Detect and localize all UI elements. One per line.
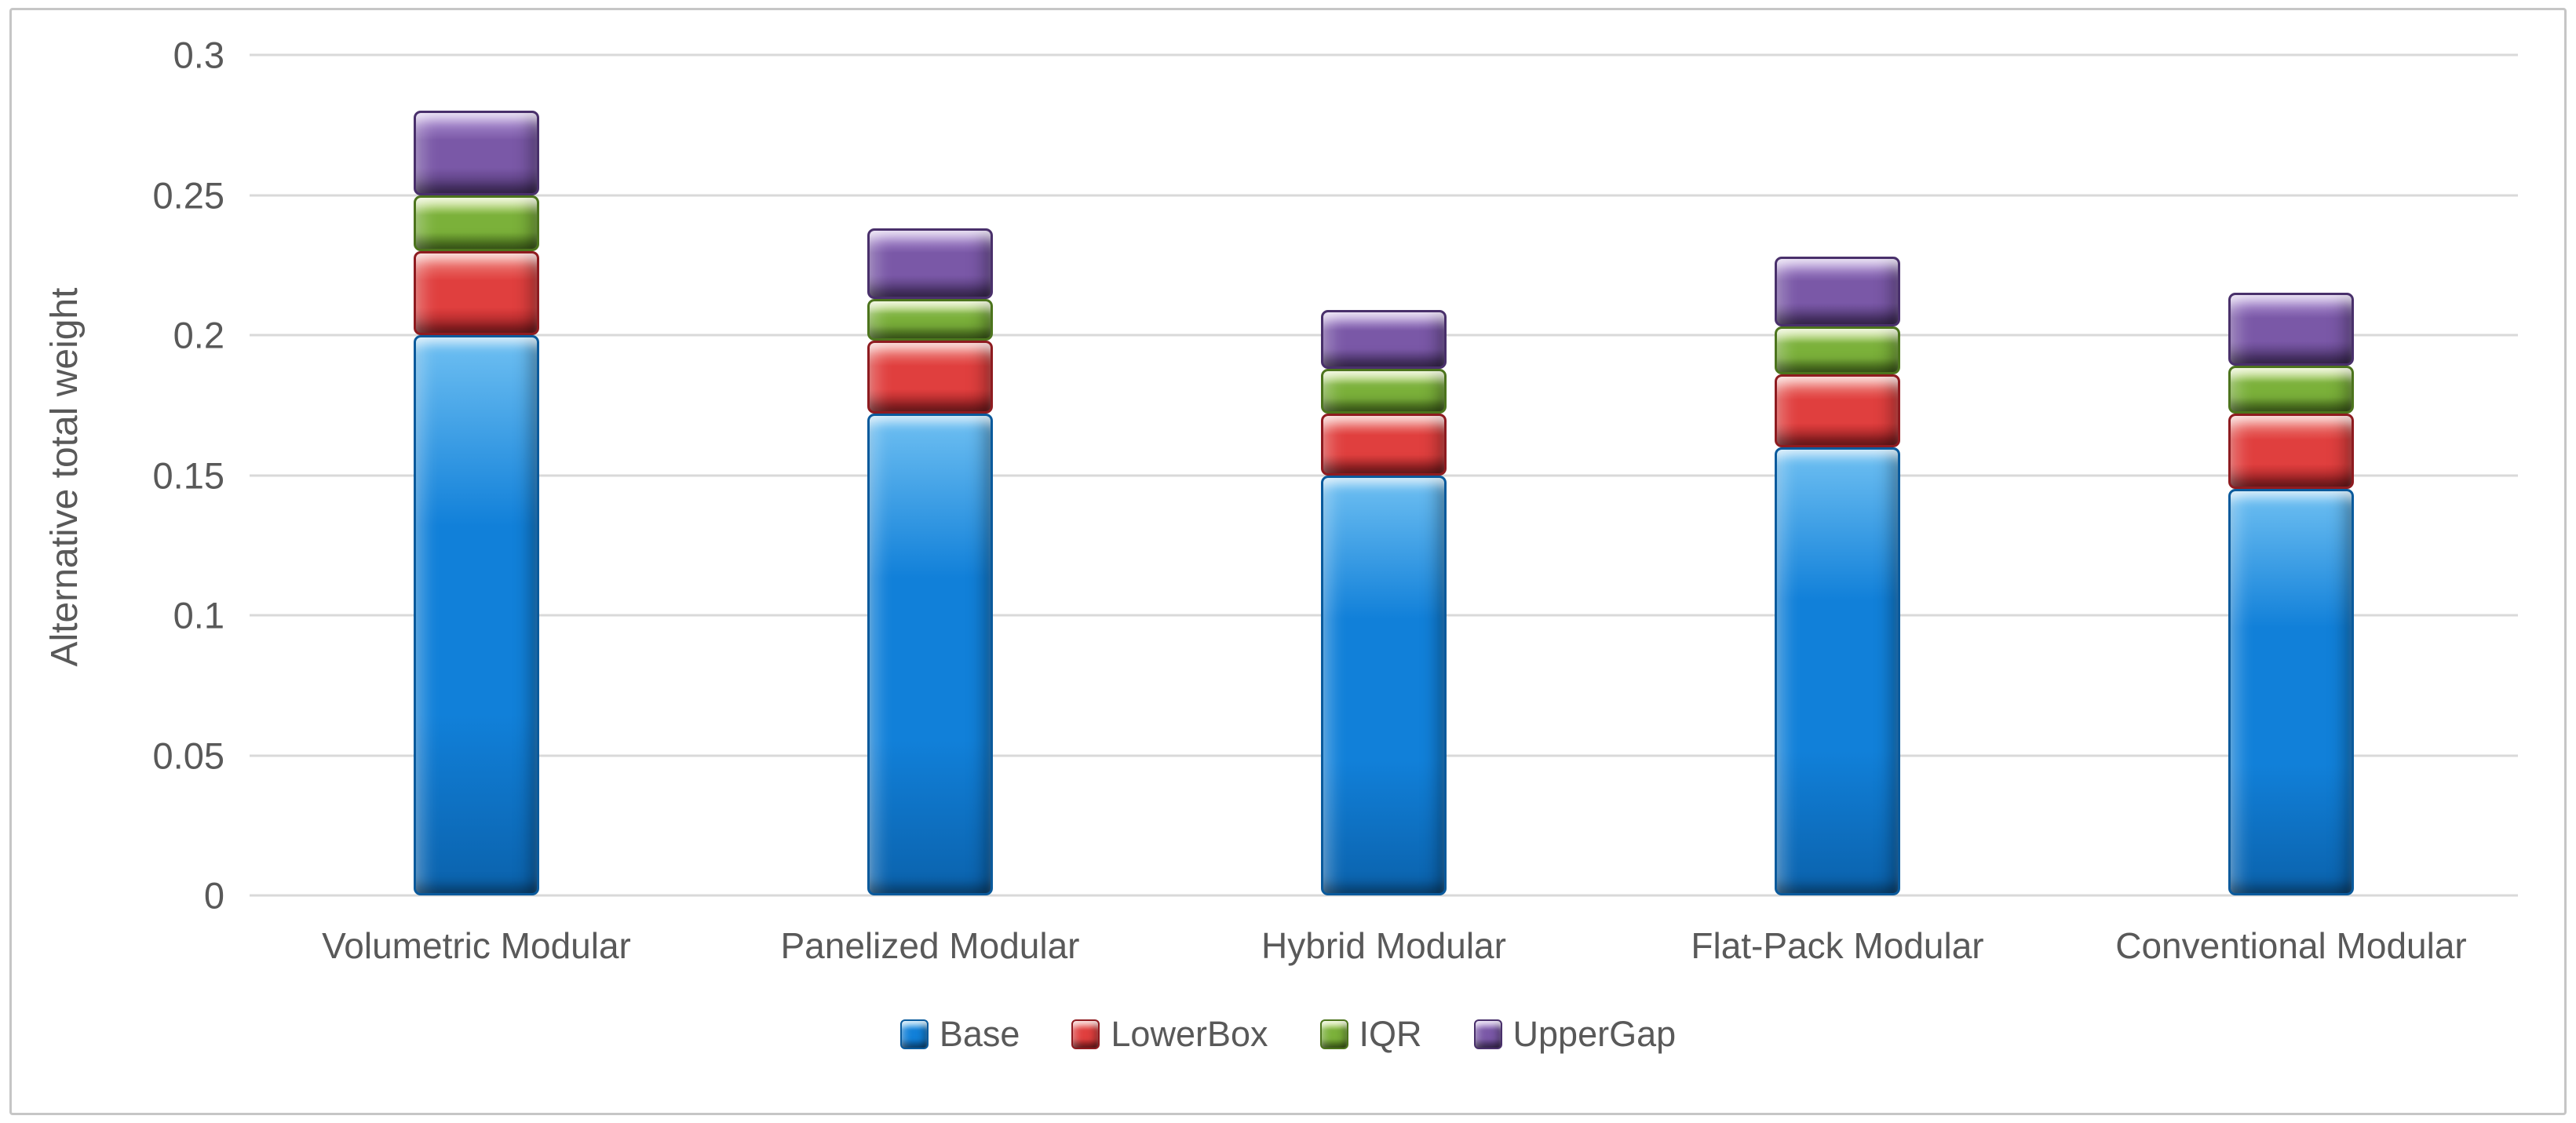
legend-item-base: Base [899, 1014, 1020, 1055]
y-tick-label: 0 [203, 874, 224, 917]
legend-swatch-base [899, 1019, 929, 1049]
bar-segment-uppergap [414, 111, 539, 195]
bar-segment-iqr [1321, 368, 1447, 414]
legend-label: LowerBox [1111, 1014, 1268, 1054]
bar-segment-base [1775, 447, 1900, 895]
legend-swatch-iqr [1319, 1019, 1348, 1049]
category-label: Flat-Pack Modular [1691, 925, 1984, 966]
bar-segment-lowerbox [867, 341, 993, 414]
bar-segment-base [2228, 489, 2354, 895]
bar-segment-uppergap [867, 228, 993, 299]
bar-segment-iqr [414, 195, 539, 251]
bar-segment-lowerbox [1775, 374, 1900, 447]
legend-item-uppergap: UpperGap [1473, 1014, 1677, 1055]
gridline [250, 194, 2518, 196]
y-tick-label: 0.2 [173, 314, 224, 356]
bar-segment-uppergap [2228, 293, 2354, 366]
x-axis-category-labels: Volumetric Modular Panelized Modular Hybri… [250, 924, 2518, 967]
stacked-bar-panelized-modular [867, 55, 993, 895]
y-tick-label: 0.05 [152, 735, 224, 776]
category-label: Conventional Modular [2115, 925, 2467, 966]
y-axis-tick-labels: 0.3 0.25 0.2 0.15 0.1 0.05 0 [47, 35, 224, 917]
bar-segment-iqr [867, 298, 993, 341]
y-tick-label: 0.1 [173, 594, 224, 636]
bar-segment-lowerbox [414, 250, 539, 335]
bar-segment-uppergap [1321, 309, 1447, 369]
legend-item-iqr: IQR [1319, 1014, 1422, 1055]
legend-label: IQR [1359, 1014, 1422, 1054]
bar-segment-lowerbox [1321, 413, 1447, 476]
plot-area [250, 53, 2518, 897]
legend-label: UpperGap [1512, 1014, 1677, 1054]
bar-slot [1157, 55, 1611, 895]
gridline [250, 53, 2518, 57]
legend-label: Base [939, 1014, 1020, 1054]
gridline [250, 894, 2518, 897]
bar-segment-base [1321, 475, 1447, 895]
y-tick-label: 0.3 [173, 34, 224, 76]
stacked-bar-flat-pack-modular [1775, 55, 1900, 895]
category-label: Volumetric Modular [322, 925, 631, 966]
y-tick-label: 0.25 [152, 174, 224, 216]
bar-segment-uppergap [1775, 257, 1900, 327]
stacked-bar-volumetric-modular [414, 55, 539, 895]
bar-segment-iqr [2228, 366, 2354, 414]
y-tick-label: 0.15 [152, 454, 224, 496]
legend-swatch-lowerbox [1071, 1019, 1100, 1049]
legend-swatch-uppergap [1473, 1019, 1502, 1049]
stacked-bar-hybrid-modular [1321, 55, 1447, 895]
category-label: Panelized Modular [780, 925, 1080, 966]
bar-slot [703, 55, 1157, 895]
stacked-bar-conventional-modular [2228, 55, 2354, 895]
bar-segment-base [867, 413, 993, 895]
legend: Base LowerBox IQR UpperGap [0, 1014, 2576, 1055]
category-label: Hybrid Modular [1261, 925, 1506, 966]
bar-slot [250, 55, 703, 895]
bar-slot [2064, 55, 2518, 895]
legend-item-lowerbox: LowerBox [1071, 1014, 1268, 1055]
bar-slot [1611, 55, 2064, 895]
bar-segment-base [414, 335, 539, 895]
bar-segment-iqr [1775, 326, 1900, 374]
bar-segment-lowerbox [2228, 413, 2354, 490]
bars-layer [250, 55, 2518, 895]
